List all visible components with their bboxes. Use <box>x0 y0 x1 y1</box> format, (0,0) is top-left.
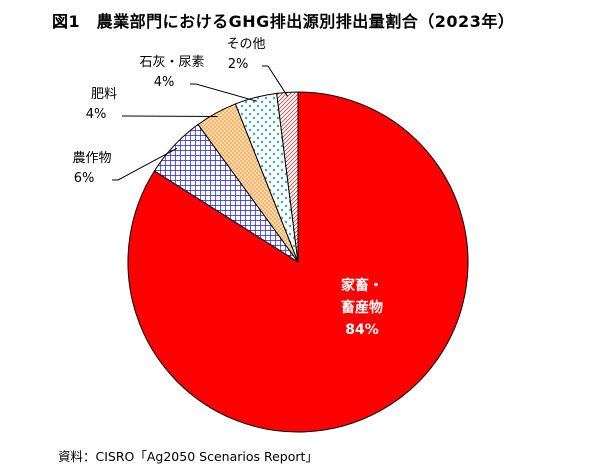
slice-name-label: 畜産物 <box>341 299 383 316</box>
leader-line <box>122 115 219 118</box>
slice-value-label: 6% <box>74 171 95 186</box>
leader-line <box>112 147 178 181</box>
slice-name-label: 家畜・ <box>341 277 383 294</box>
pie-slice <box>127 91 469 433</box>
leader-line <box>262 65 288 97</box>
slice-name-label: その他 <box>226 37 265 52</box>
leader-line <box>190 83 257 102</box>
slice-value-label: 4% <box>154 75 175 90</box>
slice-value-label: 84% <box>345 322 379 338</box>
chart-title: 図1 農業部門におけるGHG排出源別排出量割合（2023年） <box>52 12 515 31</box>
slice-value-label: 4% <box>86 107 107 122</box>
slice-name-label: 石灰・尿素 <box>139 55 204 70</box>
slice-name-label: 肥料 <box>91 87 117 102</box>
slice-value-label: 2% <box>228 57 249 72</box>
source-note: 資料：CISRO「Ag2050 Scenarios Report」 <box>58 449 318 464</box>
pie-slice <box>276 91 299 263</box>
slice-name-label: 農作物 <box>72 151 111 166</box>
